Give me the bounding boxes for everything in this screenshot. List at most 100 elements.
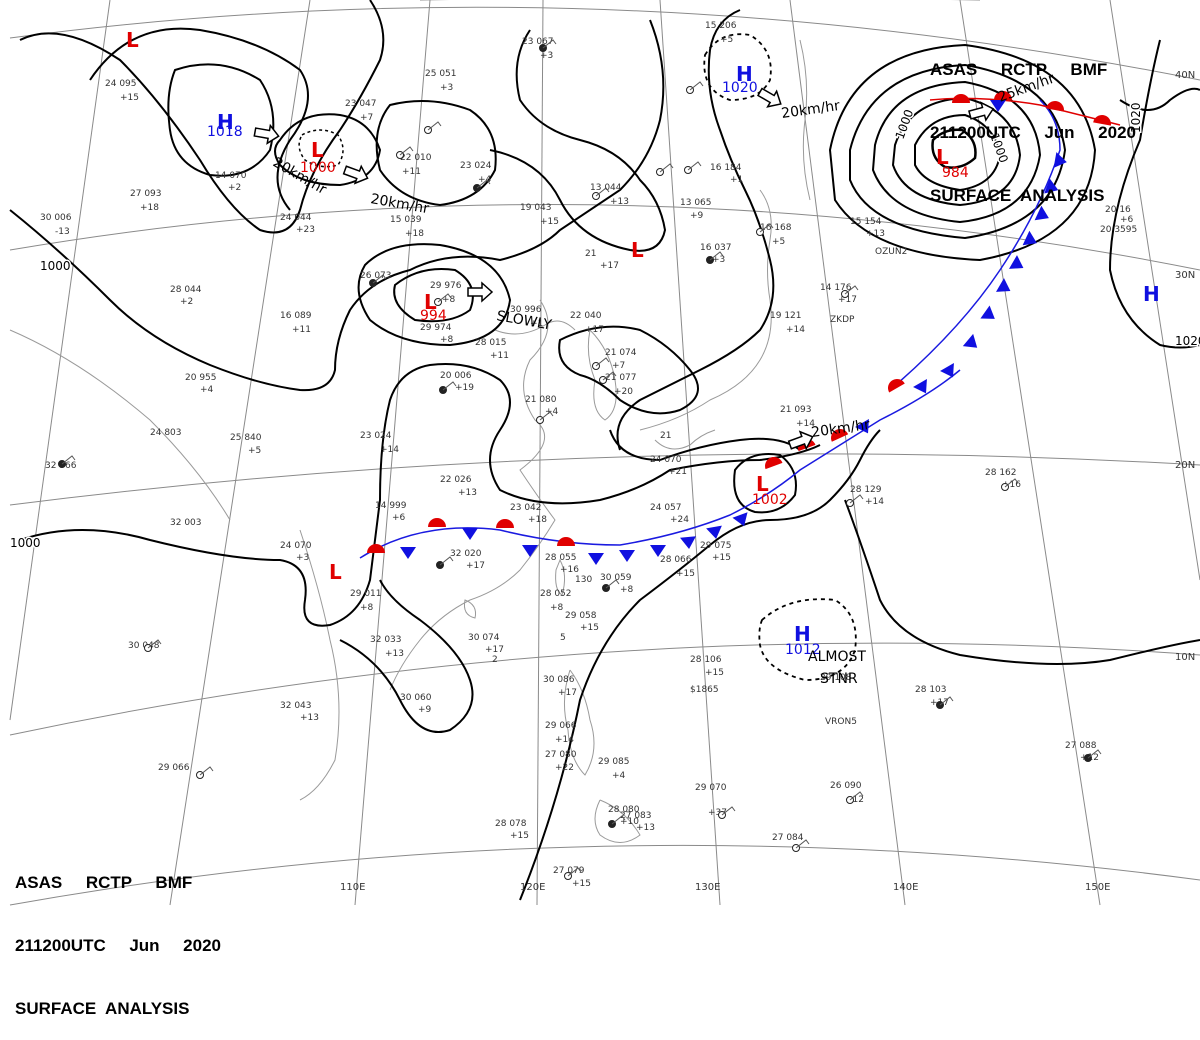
station-label: 30 996 xyxy=(510,305,542,315)
station-label: 28 078 xyxy=(495,819,527,829)
isobar-high-1018 xyxy=(167,63,275,177)
wind-barb xyxy=(437,293,452,303)
pressure-value-1002: 1002 xyxy=(752,492,788,508)
motion-arrow-3 xyxy=(968,101,995,122)
stationary-front-west xyxy=(359,369,961,559)
cold-front-mark-9 xyxy=(855,419,869,434)
isobar-pacific-east xyxy=(844,499,1200,665)
station-label: 32 043 xyxy=(280,701,312,711)
station-label: +17 xyxy=(585,325,604,335)
isobar-high-1012 xyxy=(758,598,857,681)
longitude-label-110E: 110E xyxy=(340,882,365,893)
wind-barb xyxy=(372,274,387,284)
wind-barb xyxy=(849,791,864,801)
station-label: 19 121 xyxy=(770,311,802,321)
wind-barb xyxy=(542,39,557,49)
header-top-right: ASAS RCTP BMF 211200UTC Jun 2020 SURFACE… xyxy=(930,17,1136,227)
wind-barb xyxy=(759,223,774,233)
station-label: +8 xyxy=(442,295,456,305)
meridian-90e xyxy=(9,0,111,721)
isobar-west-outer xyxy=(89,27,309,211)
station-label: +7 xyxy=(360,113,373,123)
wind-barb xyxy=(147,639,162,649)
station-label: +17 xyxy=(838,295,857,305)
pressure-center-l-10: L xyxy=(329,560,342,584)
station-label: 20 006 xyxy=(440,371,472,381)
station-label: +13 xyxy=(636,823,655,833)
coast-india xyxy=(9,329,231,521)
station-label: 32 020 xyxy=(450,549,482,559)
isobar-label-1000: 1000 xyxy=(10,536,41,550)
station-label: +15 xyxy=(712,553,731,563)
station-label: 28 080 xyxy=(608,805,640,815)
station-label: 25 051 xyxy=(425,69,457,79)
station-label: 28 162 xyxy=(985,468,1017,478)
station-label: OZUN2 xyxy=(875,247,907,257)
cold-front-mark-15 xyxy=(1009,255,1024,269)
meridian-150e xyxy=(959,0,1101,906)
pressure-center-h-3: H xyxy=(1143,282,1160,306)
cold-front-symbols xyxy=(400,100,1067,565)
header-line-3-bottom: SURFACE ANALYSIS xyxy=(15,999,190,1018)
isobar-scs xyxy=(339,579,474,733)
warm-front-mark-4 xyxy=(765,457,783,470)
isobar-east-1020 xyxy=(1108,39,1200,349)
station-label: +16 xyxy=(1002,480,1021,490)
warm-front-mark-3 xyxy=(557,537,575,546)
station-label: +37 xyxy=(708,808,727,818)
latitude-label-10N: 10N xyxy=(1175,652,1195,663)
latitude-label-40N: 40N xyxy=(1175,70,1195,81)
latitude-line-10n xyxy=(9,642,1200,736)
station-label: 27 084 xyxy=(772,833,804,843)
motion-arrow-0 xyxy=(253,123,280,145)
station-label: +4 xyxy=(478,175,492,185)
station-label: 28 129 xyxy=(850,485,882,495)
station-label: 20 3595 xyxy=(1100,225,1137,235)
isobar-japan-sea xyxy=(616,9,775,451)
wind-barb xyxy=(61,455,76,465)
station-label: 27 079 xyxy=(553,866,585,876)
coast-indochina xyxy=(299,529,340,801)
warm-front-mark-10 xyxy=(1046,101,1064,112)
isobar-pacific-south xyxy=(519,429,881,901)
station-label: +14 xyxy=(796,419,815,429)
cold-front-mark-11 xyxy=(940,363,954,378)
station-label: 24 057 xyxy=(650,503,682,513)
header-bottom-left: ASAS RCTP BMF 211200UTC Jun 2020 SURFACE… xyxy=(15,830,221,1040)
warm-front-mark-2 xyxy=(496,519,514,528)
header-line-3: SURFACE ANALYSIS xyxy=(930,186,1105,205)
isobars xyxy=(9,0,1200,901)
station-label: +5 xyxy=(248,446,261,456)
coast-japan xyxy=(639,189,772,431)
station-label: 29 108 xyxy=(820,673,852,683)
meridian-160e xyxy=(1109,0,1200,581)
wind-barb xyxy=(1004,478,1019,488)
latitude-label-20N: 20N xyxy=(1175,460,1195,471)
wind-barb xyxy=(567,867,582,877)
isobar-central-trough xyxy=(489,29,667,252)
station-label: 21 093 xyxy=(780,405,812,415)
wind-barb xyxy=(605,579,620,589)
header-line-1: ASAS RCTP BMF xyxy=(930,60,1108,79)
station-label: 28 103 xyxy=(915,685,947,695)
station-label: 28 015 xyxy=(475,338,507,348)
station-label: +8 xyxy=(550,603,564,613)
motion-arrow-5 xyxy=(467,281,494,303)
motion-arrows xyxy=(253,87,995,451)
isobar-984-inner xyxy=(931,128,977,169)
station-label: 15 039 xyxy=(390,215,422,225)
station-label: +20 xyxy=(614,387,633,397)
motion-arrow-2 xyxy=(756,87,782,108)
wind-barb xyxy=(476,179,491,189)
station-label: +5 xyxy=(720,35,733,45)
cold-front-mark-0 xyxy=(400,547,416,559)
cold-front-mark-7 xyxy=(706,525,722,539)
station-label: +15 xyxy=(540,217,559,227)
latitude-line-20n xyxy=(9,453,1200,506)
isobar-low-994 xyxy=(357,243,512,347)
wind-barb xyxy=(595,187,610,197)
wind-barb xyxy=(659,163,674,173)
station-label: +17 xyxy=(558,688,577,698)
wind-barb xyxy=(439,556,454,566)
station-label: +2 xyxy=(228,183,241,193)
